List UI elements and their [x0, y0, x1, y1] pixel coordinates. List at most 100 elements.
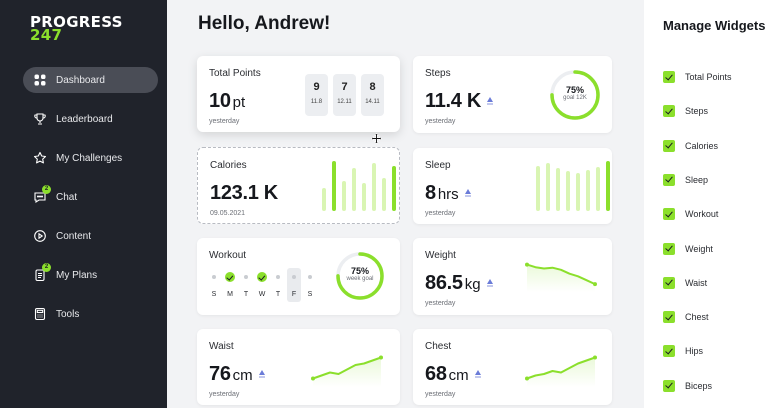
- widget-toggle-row[interactable]: Steps: [663, 104, 708, 118]
- widget-toggle-label: Calories: [685, 140, 719, 151]
- checkbox[interactable]: [663, 345, 675, 358]
- widget-title: Chest: [425, 341, 452, 352]
- bar: [546, 163, 550, 211]
- sidebar-item-content[interactable]: Content: [23, 223, 158, 249]
- checkbox[interactable]: [663, 173, 675, 186]
- sidebar-item-my-plans[interactable]: 2 My Plans: [23, 262, 158, 288]
- panel-title: Manage Widgets: [663, 18, 766, 33]
- bar: [382, 178, 386, 211]
- star-icon: [33, 151, 47, 165]
- workout-day: W: [255, 268, 269, 302]
- widget-value: 8 hrs: [425, 182, 471, 205]
- dot-icon: [244, 275, 248, 279]
- widget-workout[interactable]: Workout S M T W T F S 75% week goal: [197, 238, 400, 315]
- widget-toggle-label: Workout: [685, 209, 719, 220]
- checkbox[interactable]: [663, 105, 675, 118]
- chat-icon: 2: [33, 185, 51, 204]
- widget-sleep[interactable]: Sleep 8 hrs yesterday: [413, 148, 612, 224]
- sidebar-item-label: Dashboard: [56, 74, 105, 86]
- sidebar-item-chat[interactable]: 2 Chat: [23, 184, 158, 210]
- sparkline-point: [593, 355, 597, 360]
- brand-logo-line1: PROGRESS: [30, 13, 123, 31]
- workout-day: T: [271, 268, 285, 302]
- widget-calories[interactable]: Calories 123.1 K 09.05.2021: [197, 147, 400, 224]
- day-label: W: [258, 291, 266, 298]
- sidebar-item-label: My Challenges: [56, 152, 123, 164]
- sidebar-item-leaderboard[interactable]: Leaderboard: [23, 106, 158, 132]
- widget-waist[interactable]: Waist 76 cm yesterday: [197, 329, 400, 405]
- widget-subtext: yesterday: [425, 300, 456, 307]
- sleep-bars: [536, 161, 610, 211]
- sparkline-area: [527, 357, 595, 387]
- dot-icon: [276, 275, 280, 279]
- brand-logo[interactable]: PROGRESS 247: [30, 13, 123, 44]
- widget-value: 86.5 kg: [425, 272, 493, 295]
- widget-toggle-row[interactable]: Waist: [663, 276, 707, 290]
- day-label: M: [227, 291, 233, 298]
- widget-value: 123.1 K: [210, 182, 278, 204]
- sparkline-line: [526, 356, 596, 380]
- checkbox[interactable]: [663, 71, 675, 83]
- workout-day: S: [207, 268, 221, 302]
- widget-total-points[interactable]: Total Points 10 pt yesterday 9 11.8 7 12.11…: [197, 56, 400, 132]
- page-title: Hello, Andrew!: [198, 13, 331, 34]
- widget-value: 76 cm: [209, 363, 265, 386]
- widget-toggle-row[interactable]: Weight: [663, 242, 713, 256]
- checkbox[interactable]: [663, 311, 675, 324]
- waist-sparkline: [311, 355, 383, 387]
- bar: [586, 170, 590, 211]
- widget-toggle-row[interactable]: Calories: [663, 139, 718, 153]
- workout-day: F: [287, 268, 301, 302]
- widget-subtext: yesterday: [425, 391, 456, 398]
- sidebar-item-label: My Plans: [56, 269, 98, 281]
- checkbox[interactable]: [663, 242, 675, 255]
- widget-weight[interactable]: Weight 86.5 kg yesterday: [413, 238, 612, 315]
- bar: [606, 161, 610, 211]
- bar: [536, 166, 540, 211]
- calculator-icon: [33, 307, 47, 321]
- sparkline-line: [312, 356, 382, 380]
- sparkline-point: [593, 282, 597, 287]
- sparkline-point: [311, 376, 315, 381]
- bar: [392, 166, 396, 211]
- sidebar-item-label: Tools: [56, 308, 80, 320]
- widget-toggle-row[interactable]: Workout: [663, 207, 718, 221]
- workout-day: M: [223, 268, 237, 302]
- bar: [566, 171, 570, 211]
- bar: [352, 168, 356, 211]
- progress-ring: 75% week goal: [335, 251, 385, 301]
- checkbox[interactable]: [663, 379, 675, 392]
- widget-subtext: yesterday: [209, 118, 240, 125]
- widget-title: Weight: [425, 250, 456, 261]
- bar: [596, 167, 600, 211]
- checkbox[interactable]: [663, 208, 675, 221]
- move-cursor-icon: [371, 133, 382, 144]
- checkbox[interactable]: [663, 139, 675, 152]
- trend-up-icon: [258, 370, 265, 379]
- sparkline-area: [527, 264, 595, 292]
- widget-toggle-label: Chest: [685, 312, 709, 323]
- sidebar-item-dashboard[interactable]: Dashboard: [23, 67, 158, 93]
- widget-toggle-row[interactable]: Sleep: [663, 173, 708, 187]
- widget-steps[interactable]: Steps 11.4 K yesterday 75% goal 12K: [413, 56, 612, 133]
- widget-toggle-row[interactable]: Total Points: [663, 70, 732, 84]
- checkbox[interactable]: [663, 276, 675, 289]
- widget-chest[interactable]: Chest 68 cm yesterday: [413, 329, 612, 405]
- brand-logo-line2: 247: [30, 26, 63, 44]
- calories-bars: [322, 161, 396, 211]
- widget-toggle-row[interactable]: Biceps: [663, 379, 712, 393]
- sidebar-item-my-challenges[interactable]: My Challenges: [23, 145, 158, 171]
- sidebar-item-label: Chat: [56, 191, 78, 203]
- sidebar-item-tools[interactable]: Tools: [23, 301, 158, 327]
- widget-toggle-row[interactable]: Chest: [663, 310, 709, 324]
- date-box: 9 11.8: [305, 74, 328, 116]
- widget-value: 68 cm: [425, 363, 481, 386]
- sparkline-area: [313, 357, 381, 387]
- progress-ring: 75% goal 12K: [549, 69, 601, 121]
- widget-toggle-label: Hips: [685, 346, 704, 357]
- widget-toggle-row[interactable]: Hips: [663, 344, 703, 358]
- trend-up-icon: [486, 279, 493, 288]
- widget-title: Workout: [209, 250, 247, 261]
- check-icon: [225, 272, 235, 282]
- widget-title: Sleep: [425, 160, 451, 171]
